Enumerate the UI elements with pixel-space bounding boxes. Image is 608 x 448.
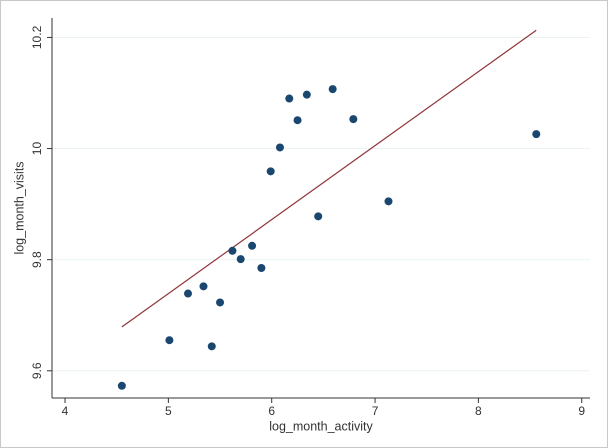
fit-line [121, 29, 537, 328]
point [302, 90, 311, 99]
point [349, 115, 358, 124]
point [532, 130, 541, 139]
x-tick-label: 9 [578, 404, 585, 418]
point [236, 255, 245, 264]
y-tick-label: 9.6 [30, 362, 44, 379]
point [117, 381, 126, 390]
point [275, 143, 284, 152]
point [183, 289, 192, 298]
point [216, 298, 225, 307]
point [228, 246, 237, 255]
y-tick-label: 9.8 [30, 251, 44, 268]
point [165, 336, 174, 345]
point [266, 167, 275, 176]
x-tick-label: 4 [62, 404, 69, 418]
point [285, 94, 294, 103]
x-tick-label: 7 [372, 404, 379, 418]
x-tick-label: 8 [475, 404, 482, 418]
x-tick-label: 5 [165, 404, 172, 418]
y-tick-label: 10.2 [30, 25, 44, 49]
x-tick-label: 6 [268, 404, 275, 418]
point [293, 116, 302, 125]
point [248, 241, 257, 250]
point [199, 282, 208, 291]
point [314, 212, 323, 221]
point [328, 85, 337, 94]
x-axis-title: log_month_activity [269, 419, 373, 433]
point [257, 264, 266, 272]
point [207, 342, 216, 351]
point [384, 197, 393, 206]
y-tick-label: 10 [30, 142, 44, 156]
y-axis-title: log_month_visits [12, 161, 26, 254]
